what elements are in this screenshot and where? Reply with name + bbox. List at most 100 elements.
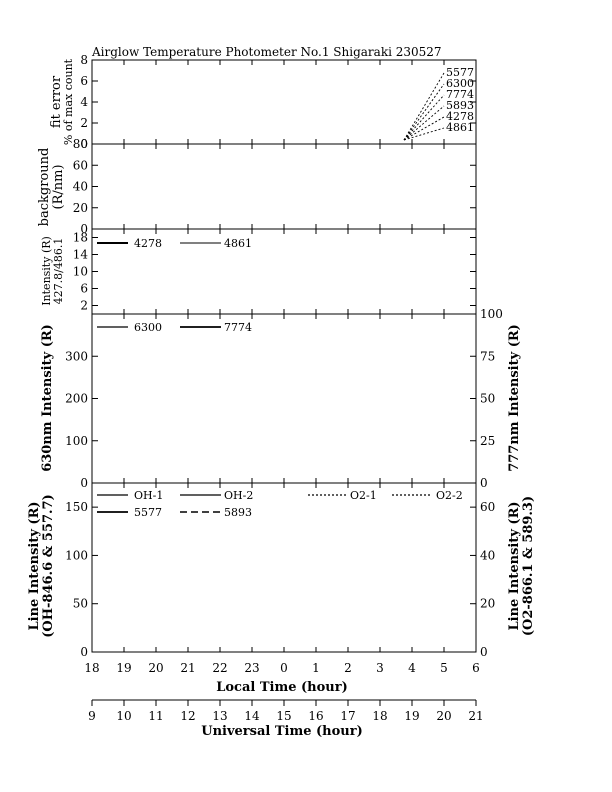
ut-tick: 14 xyxy=(244,709,260,723)
y2tick-label: 75 xyxy=(480,349,495,363)
local-time-tick: 19 xyxy=(116,661,131,675)
i630-ylabel: 630nm Intensity (R) xyxy=(40,324,55,472)
legend-line-o22: O2-2 xyxy=(436,489,463,502)
ut-tick: 9 xyxy=(88,709,96,723)
ut-tick: 17 xyxy=(340,709,355,723)
ut-tick: 20 xyxy=(436,709,451,723)
ut-tick: 11 xyxy=(148,709,163,723)
local-time-tick: 6 xyxy=(472,661,480,675)
ytick-label: 8 xyxy=(80,53,88,67)
y2tick-label: 40 xyxy=(480,548,495,562)
ytick-label: 2 xyxy=(80,116,88,130)
y2tick-label: 0 xyxy=(480,645,488,659)
ut-tick: 13 xyxy=(212,709,227,723)
legend-line-o21: O2-1 xyxy=(350,489,377,502)
ytick-label: 50 xyxy=(73,597,88,611)
panels: 0246802040608026101418010020030002550751… xyxy=(65,53,503,723)
line-ylabel-1: Line Intensity (R) xyxy=(27,501,42,630)
legend-fit-5577: 5577 xyxy=(446,66,474,79)
line-y2label-1: Line Intensity (R) xyxy=(507,501,522,630)
bg-ylabel-2: (R/nm) xyxy=(51,164,66,209)
i777-ylabel: 777nm Intensity (R) xyxy=(507,324,522,472)
y2tick-label: 50 xyxy=(480,392,495,406)
legend-line-5577: 5577 xyxy=(134,506,162,519)
y2tick-label: 60 xyxy=(480,500,495,514)
legend-line-oh1: OH-1 xyxy=(134,489,163,502)
panel-intensity-427: 2 6 10 14 18 xyxy=(73,228,477,315)
ut-tick: 10 xyxy=(116,709,131,723)
ut-tick: 18 xyxy=(372,709,387,723)
ut-tick: 21 xyxy=(468,709,483,723)
ytick-label: 6 xyxy=(80,282,88,296)
figure-title: Airglow Temperature Photometer No.1 Shig… xyxy=(91,45,442,59)
legend-fit-4861: 4861 xyxy=(446,121,474,134)
legends: 5577 6300 7774 5893 4278 4861 4278 4861 … xyxy=(97,66,474,519)
local-time-tick: 18 xyxy=(84,661,99,675)
ytick-label: 0 xyxy=(80,222,88,236)
panel-intensity-630: 0 100 200 300 0 25 50 75 100 xyxy=(65,307,503,490)
ytick-label: 0 xyxy=(80,645,88,659)
legend-fit-6300: 6300 xyxy=(446,77,474,90)
local-time-axis: 18 19 20 21 22 23 0 1 2 3 4 5 6 xyxy=(84,661,479,675)
ytick-label: 80 xyxy=(73,137,88,151)
local-time-tick: 23 xyxy=(244,661,259,675)
legend-line-5893: 5893 xyxy=(224,506,252,519)
line-ylabel-2: (OH-846.6 & 557.7) xyxy=(41,494,56,638)
ytick-label: 40 xyxy=(73,180,88,194)
legend-line-oh2: OH-2 xyxy=(224,489,253,502)
ut-tick: 15 xyxy=(276,709,291,723)
ytick-label: 0 xyxy=(80,476,88,490)
legend-fit-7774: 7774 xyxy=(446,88,474,101)
local-time-tick: 4 xyxy=(408,661,416,675)
local-time-label: Local Time (hour) xyxy=(216,680,348,695)
panel-frame xyxy=(91,482,477,653)
ytick-label: 18 xyxy=(73,231,88,245)
ytick-label: 100 xyxy=(65,548,88,562)
local-time-tick: 22 xyxy=(212,661,227,675)
line-y2label-2: (O2-866.1 & 589.3) xyxy=(521,496,536,636)
local-time-tick: 21 xyxy=(180,661,195,675)
ut-label: Universal Time (hour) xyxy=(201,724,363,739)
legend-fit-5893: 5893 xyxy=(446,99,474,112)
legend-fit-leaders xyxy=(403,72,445,141)
ytick-label: 14 xyxy=(73,248,89,262)
ytick-label: 60 xyxy=(73,158,88,172)
axis-labels: fit error % of max count background (R/n… xyxy=(27,58,536,739)
panel-line-intensity: 0 50 100 150 0 20 40 60 xyxy=(65,482,495,659)
legend-630-6300: 6300 xyxy=(134,321,162,334)
ytick-label: 6 xyxy=(80,74,88,88)
int427-ylabel-1: Intensity (R) xyxy=(40,236,53,306)
ytick-label: 100 xyxy=(65,434,88,448)
local-time-tick: 0 xyxy=(280,661,288,675)
int427-ylabel-2: 427.8/486.1 xyxy=(52,238,65,305)
local-time-tick: 3 xyxy=(376,661,384,675)
panel-background: 0 20 40 60 80 xyxy=(73,137,477,236)
ytick-label: 300 xyxy=(65,349,88,363)
ytick-label: 150 xyxy=(65,500,88,514)
ut-axis: 9 10 11 12 13 14 15 16 17 18 19 20 21 xyxy=(88,699,484,723)
ytick-label: 20 xyxy=(73,201,88,215)
local-time-tick: 5 xyxy=(440,661,448,675)
bg-ylabel-1: background xyxy=(37,148,52,227)
y2tick-label: 0 xyxy=(480,476,488,490)
local-time-tick: 1 xyxy=(312,661,320,675)
panel-frame xyxy=(91,143,477,230)
ytick-label: 4 xyxy=(80,95,88,109)
local-time-tick: 20 xyxy=(148,661,163,675)
panel-frame xyxy=(91,313,477,484)
y2tick-label: 100 xyxy=(480,307,503,321)
ut-tick: 19 xyxy=(404,709,419,723)
ytick-label: 0 xyxy=(80,137,88,151)
y2tick-label: 20 xyxy=(480,597,495,611)
ytick-label: 2 xyxy=(80,299,88,313)
y2tick-label: 25 xyxy=(480,434,495,448)
legend-int-4861: 4861 xyxy=(224,237,252,250)
ut-tick: 16 xyxy=(308,709,323,723)
fit-ylabel-1: fit error xyxy=(49,75,64,128)
legend-630-7774: 7774 xyxy=(224,321,252,334)
legend-int-4278: 4278 xyxy=(134,237,162,250)
fit-ylabel-2: % of max count xyxy=(62,58,75,145)
ut-tick: 12 xyxy=(180,709,195,723)
legend-fit-4278: 4278 xyxy=(446,110,474,123)
